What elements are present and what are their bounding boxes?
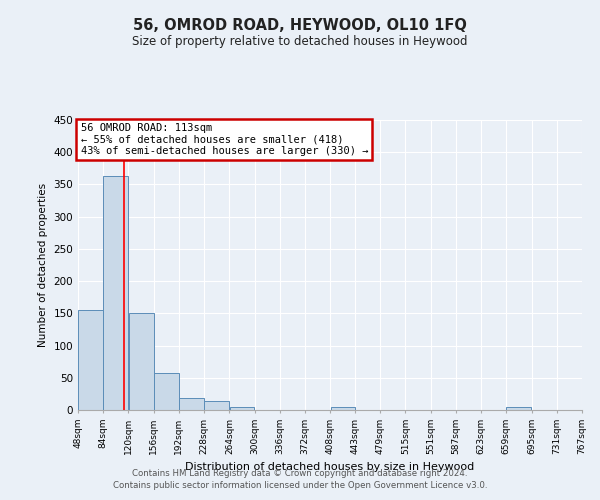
Bar bbox=[230, 407, 254, 410]
Bar bbox=[179, 398, 204, 410]
Text: 56 OMROD ROAD: 113sqm
← 55% of detached houses are smaller (418)
43% of semi-det: 56 OMROD ROAD: 113sqm ← 55% of detached … bbox=[80, 123, 368, 156]
X-axis label: Distribution of detached houses by size in Heywood: Distribution of detached houses by size … bbox=[185, 462, 475, 472]
Text: Contains HM Land Registry data © Crown copyright and database right 2024.: Contains HM Land Registry data © Crown c… bbox=[132, 468, 468, 477]
Text: Size of property relative to detached houses in Heywood: Size of property relative to detached ho… bbox=[132, 35, 468, 48]
Y-axis label: Number of detached properties: Number of detached properties bbox=[38, 183, 48, 347]
Bar bbox=[506, 407, 532, 410]
Bar bbox=[331, 407, 355, 410]
Bar bbox=[128, 314, 154, 410]
Text: 56, OMROD ROAD, HEYWOOD, OL10 1FQ: 56, OMROD ROAD, HEYWOOD, OL10 1FQ bbox=[133, 18, 467, 32]
Bar bbox=[78, 310, 103, 410]
Bar bbox=[205, 401, 229, 410]
Bar bbox=[154, 372, 179, 410]
Bar bbox=[103, 176, 128, 410]
Text: Contains public sector information licensed under the Open Government Licence v3: Contains public sector information licen… bbox=[113, 481, 487, 490]
